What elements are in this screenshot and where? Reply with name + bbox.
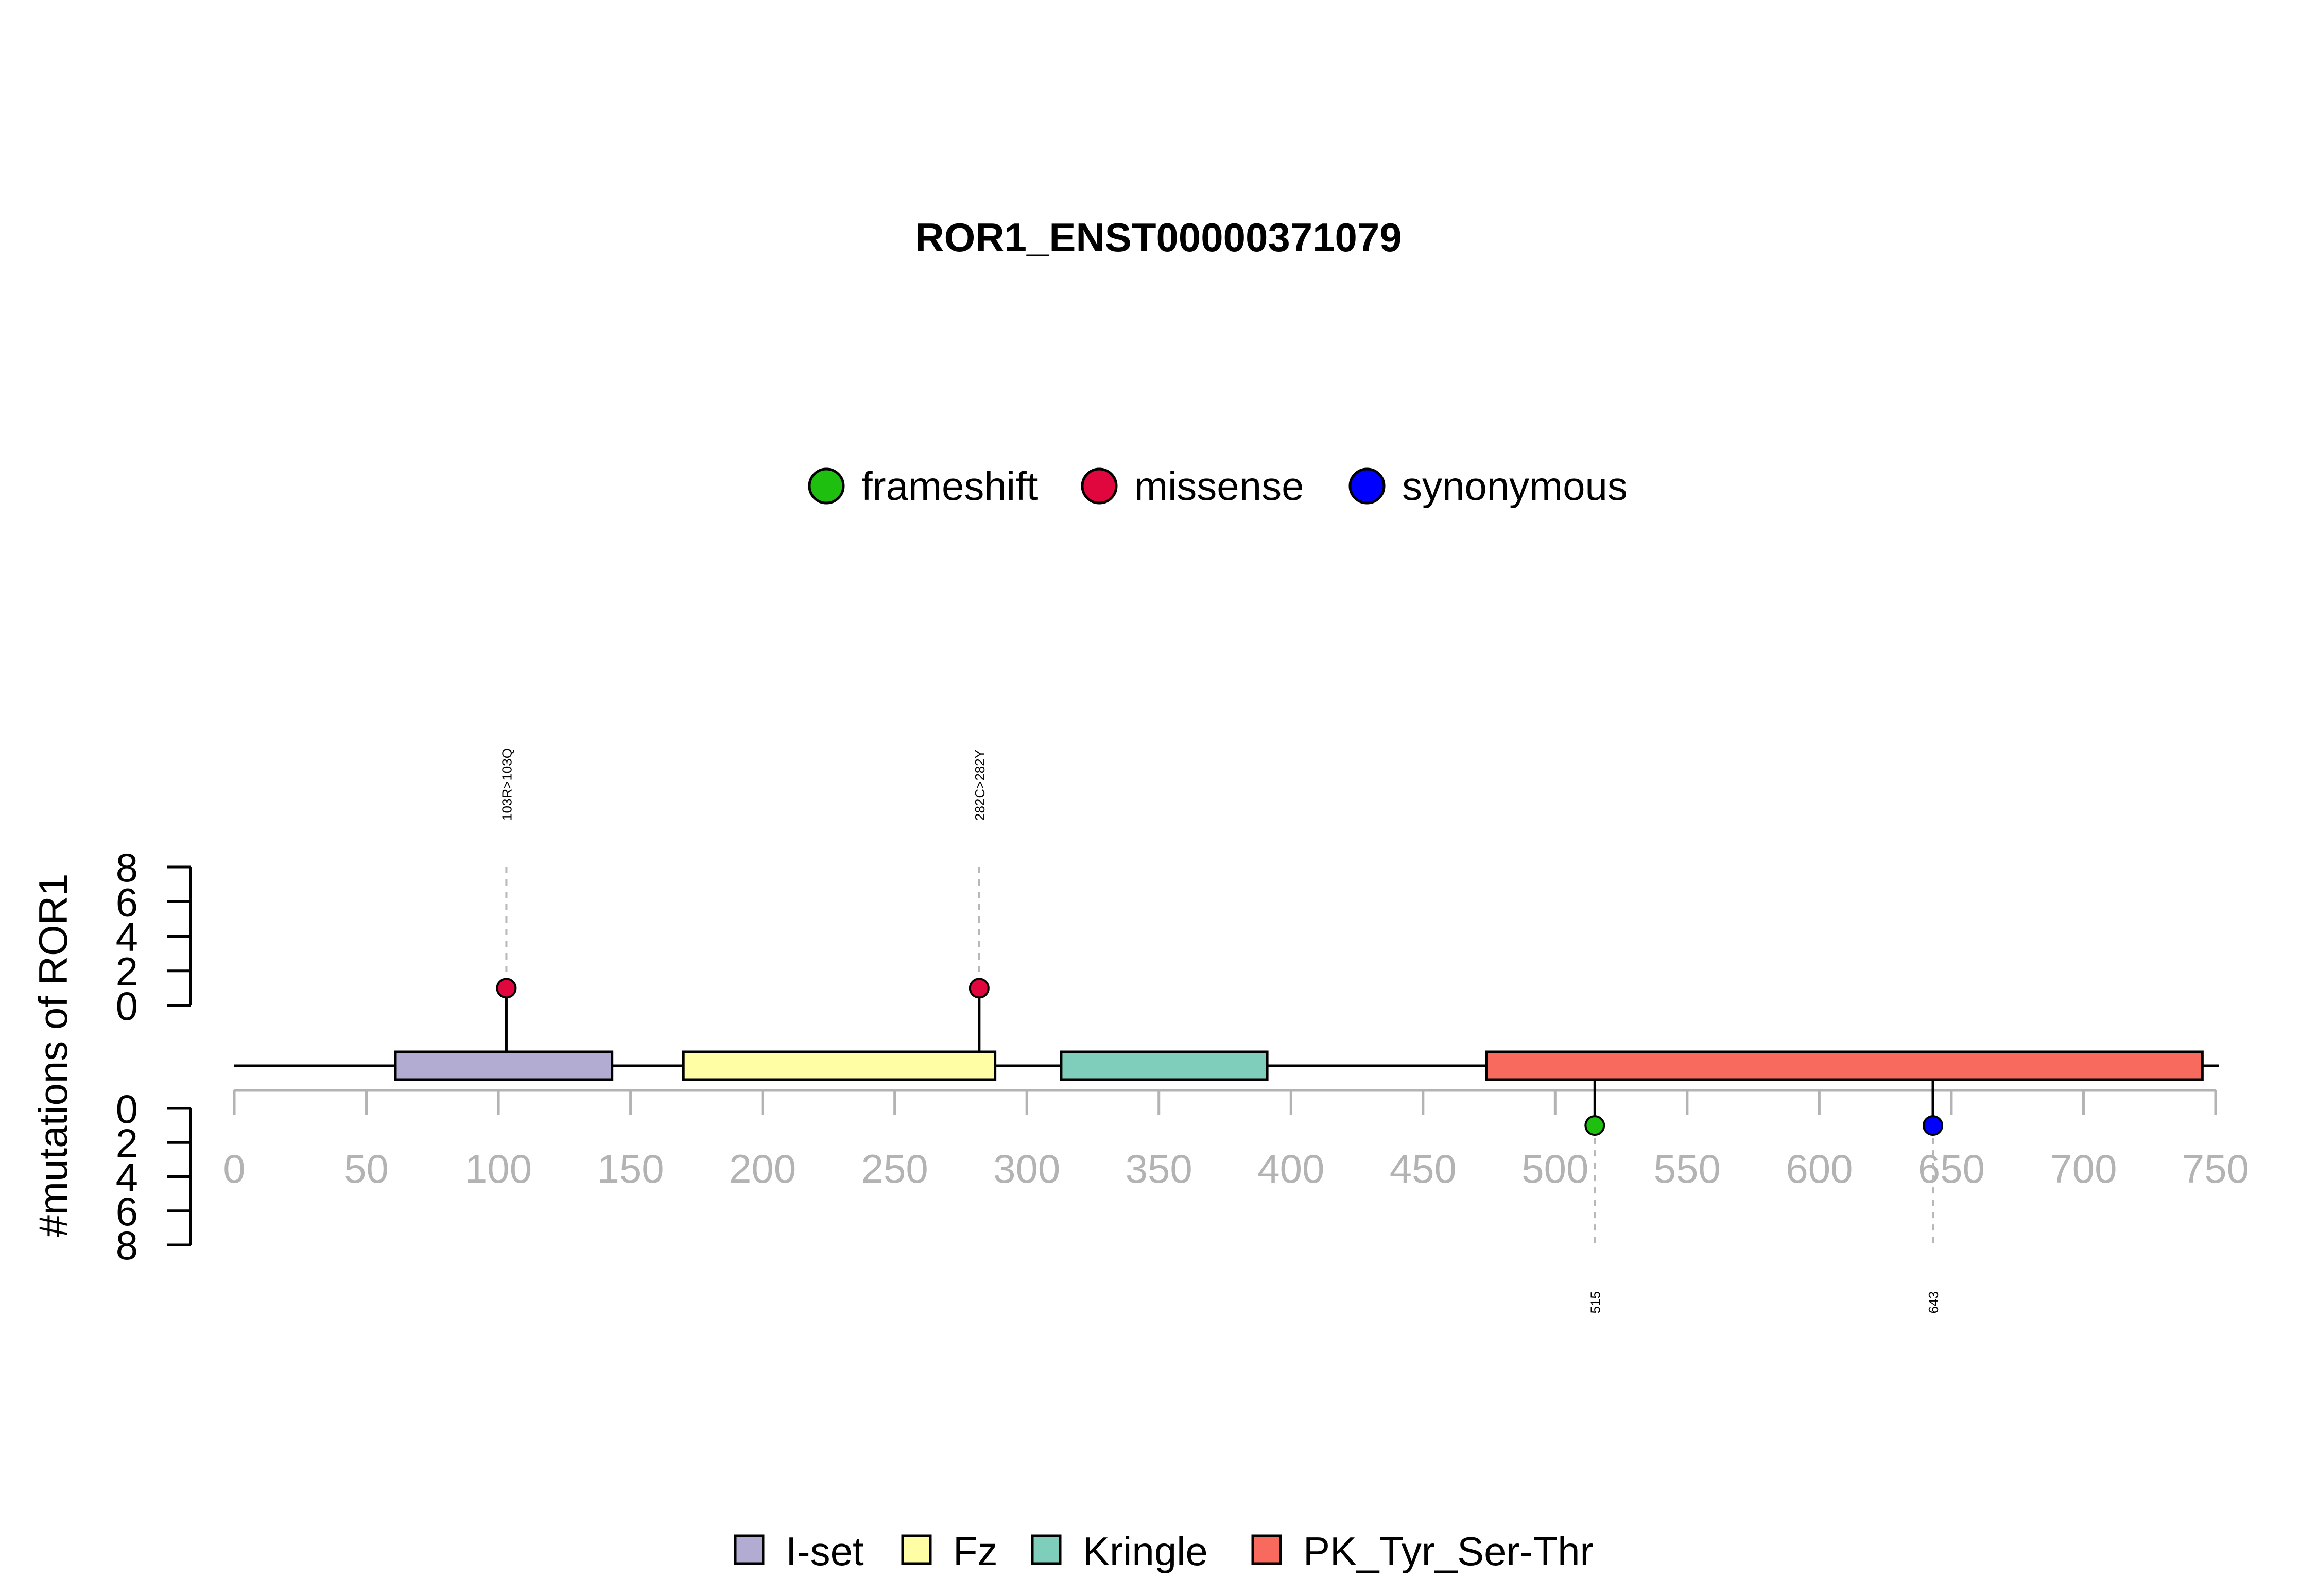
mutation-head-frameshift [1584,1115,1605,1136]
y-tick-label-bottom: 2 [116,1120,138,1166]
domain-legend-swatch-fz [901,1534,932,1565]
domain-i-set [394,1050,614,1081]
legend-label-frameshift: frameshift [861,463,1038,509]
legend-label-missense: missense [1134,463,1304,509]
mutation-label: 103R>103Q [499,748,514,821]
x-tick-label: 350 [1126,1146,1192,1191]
x-tick-label: 250 [861,1146,928,1191]
mutation-label: 515 [1587,1291,1603,1313]
domain-legend-swatch-kringle [1031,1534,1062,1565]
x-tick-label: 600 [1786,1146,1853,1191]
y-tick-label-top: 8 [116,845,138,890]
x-tick-label: 450 [1390,1146,1457,1191]
mutation-label: 282C>282Y [972,750,988,821]
mutation-head-missense [496,978,517,999]
legend-label-synonymous: synonymous [1402,463,1628,509]
mutation-heads-layer [496,978,1944,1136]
mutations-layer: 103R>103Q 282C>282Y 515 643 [499,748,1941,1313]
x-tick-label: 400 [1257,1146,1324,1191]
x-tick-label: 500 [1521,1146,1588,1191]
domain-legend-swatch-pk-tyr-ser-thr [1251,1534,1282,1565]
domain-legend-swatch-i-set [734,1534,765,1565]
domains-layer [394,1050,2204,1081]
y-tick-label-bottom: 0 [116,1086,138,1132]
mutation-legend: frameshift missense synonymous [808,463,1628,509]
x-tick-label: 0 [223,1146,245,1191]
x-tick-label: 550 [1654,1146,1721,1191]
legend-marker-synonymous [1348,467,1386,505]
y-tick-label-top: 6 [116,879,138,925]
x-tick-label: 750 [2182,1146,2249,1191]
legend-marker-missense [1081,467,1118,505]
x-tick-label: 200 [729,1146,796,1191]
mutation-label: 643 [1926,1291,1941,1313]
x-tick-label: 100 [465,1146,532,1191]
domain-kringle [1060,1050,1269,1081]
legend-marker-frameshift [808,467,845,505]
x-tick-label: 150 [597,1146,664,1191]
domain-legend-label-kringle: Kringle [1083,1529,1208,1574]
x-tick-label: 700 [2050,1146,2117,1191]
domain-legend-label-fz: Fz [953,1529,998,1574]
mutation-head-missense [969,978,990,999]
y-axis-label: #mutations of ROR1 [30,874,76,1238]
x-axis: 0 50 100 150 200 250 300 350 400 450 500 550 600 650 7… [223,1089,2249,1191]
y-tick-label-top: 4 [116,914,138,960]
y-tick-label-bottom: 8 [116,1223,138,1268]
domain-pk-tyr-ser-thr [1485,1050,2204,1081]
chart-title: ROR1_ENST00000371079 [915,215,1402,260]
y-tick-label-bottom: 4 [116,1155,138,1200]
y-tick-label-top: 0 [116,983,138,1029]
mutation-head-synonymous [1923,1115,1944,1136]
domain-legend-label-i-set: I-set [786,1529,864,1574]
y-tick-label-top: 2 [116,949,138,994]
domain-legend-label-pk-tyr-ser-thr: PK_Tyr_Ser-Thr [1303,1529,1593,1574]
x-tick-label: 50 [344,1146,389,1191]
x-tick-label: 300 [993,1146,1060,1191]
domain-legend: I-set Fz Kringle PK_Tyr_Ser-Thr [734,1529,1593,1574]
domain-fz [682,1050,997,1081]
y-tick-label-bottom: 6 [116,1189,138,1234]
x-tick-label: 650 [1918,1146,1985,1191]
